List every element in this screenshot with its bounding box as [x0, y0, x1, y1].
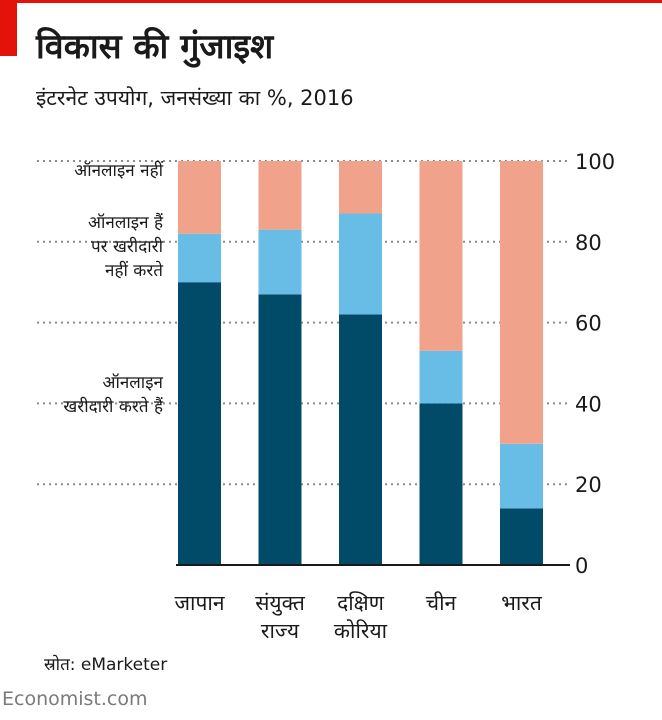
bar-segment — [258, 294, 302, 565]
bar-segment — [419, 161, 463, 351]
series-label: ऑनलाइन हैं — [88, 212, 164, 233]
top-accent-line — [0, 0, 662, 3]
bar-segment — [178, 233, 221, 283]
bar-segment — [258, 161, 302, 230]
x-category-label: जापान — [174, 591, 224, 615]
chart-title: विकास की गुंजाइश — [36, 27, 274, 67]
gridlines — [37, 160, 570, 486]
bar-segment — [419, 350, 463, 404]
x-category-label: भारत — [501, 591, 543, 615]
source-note: स्रोत: eMarketer — [44, 655, 168, 675]
bar-segment — [500, 508, 543, 565]
y-tick-label: 20 — [575, 473, 602, 497]
series-label: खरीदारी करते हैं — [63, 396, 164, 417]
bars — [178, 161, 543, 565]
bar-segment — [500, 443, 543, 509]
y-tick-label: 80 — [575, 231, 602, 255]
x-category-label: चीन — [426, 591, 457, 615]
x-category-label: दक्षिण — [337, 591, 385, 615]
bar-segment — [178, 161, 221, 234]
y-tick-label: 60 — [575, 312, 602, 336]
x-category-label: कोरिया — [334, 619, 388, 643]
bar-segment — [419, 403, 463, 565]
y-tick-label: 40 — [575, 392, 602, 416]
y-axis-ticks: 0 20 40 60 80 100 — [575, 150, 615, 578]
series-labels: ऑनलाइन खरीदारी करते हैं ऑनलाइन हैं पर खरीदा… — [63, 160, 164, 417]
series-label: ऑनलाइन नहीं — [74, 160, 163, 181]
series-label: ऑनलाइन — [102, 373, 163, 393]
y-tick-label: 100 — [575, 150, 615, 174]
brand-logo-text: Economist.com — [2, 688, 148, 710]
x-axis-categories: जापान संयुक्त राज्य दक्षिण कोरिया चीन भारत — [174, 591, 542, 643]
chart-subtitle: इंटरनेट उपयोग, जनसंख्या का %, 2016 — [36, 86, 354, 110]
bar-segment — [339, 161, 382, 214]
x-category-label: संयुक्त — [255, 591, 306, 616]
bar-segment — [178, 282, 221, 565]
series-label: नहीं करते — [105, 260, 163, 281]
bar-segment — [339, 314, 382, 565]
series-label: पर खरीदारी — [91, 236, 164, 257]
x-category-label: राज्य — [261, 619, 300, 643]
brand-red-tab — [0, 0, 17, 56]
bar-segment — [258, 229, 302, 295]
bar-segment — [500, 161, 543, 444]
bar-segment — [339, 213, 382, 315]
y-tick-label: 0 — [575, 554, 588, 578]
